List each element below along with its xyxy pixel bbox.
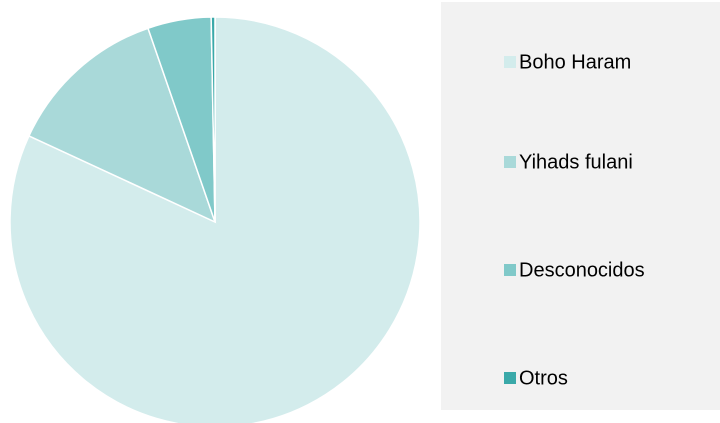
legend-box — [441, 2, 720, 410]
legend-label: Desconocidos — [519, 259, 645, 281]
legend-label: Boho Haram — [519, 51, 631, 73]
legend-label: Otros — [519, 367, 568, 389]
legend-swatch — [504, 56, 516, 68]
legend-label: Yihads fulani — [519, 151, 633, 173]
legend-swatch — [504, 372, 516, 384]
legend-swatch — [504, 156, 516, 168]
pie-slice — [210, 16, 216, 223]
pie-slice — [27, 27, 217, 224]
legend-swatch — [504, 264, 516, 276]
